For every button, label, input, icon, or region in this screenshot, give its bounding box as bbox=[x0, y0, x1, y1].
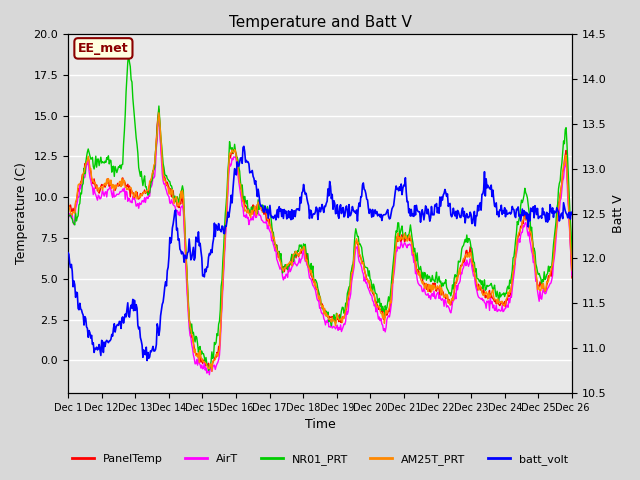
X-axis label: Time: Time bbox=[305, 419, 335, 432]
Text: EE_met: EE_met bbox=[78, 42, 129, 55]
Y-axis label: Temperature (C): Temperature (C) bbox=[15, 163, 28, 264]
Y-axis label: Batt V: Batt V bbox=[612, 194, 625, 233]
Title: Temperature and Batt V: Temperature and Batt V bbox=[228, 15, 412, 30]
Legend: PanelTemp, AirT, NR01_PRT, AM25T_PRT, batt_volt: PanelTemp, AirT, NR01_PRT, AM25T_PRT, ba… bbox=[68, 450, 572, 469]
